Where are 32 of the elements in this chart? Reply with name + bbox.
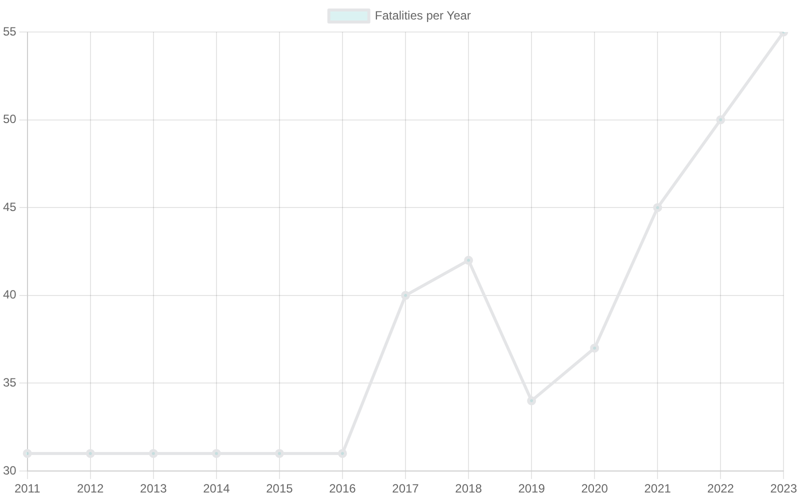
point [338,448,347,458]
point [464,256,474,265]
point [527,396,536,406]
y-tick-label: 30 [2,463,17,478]
x-tick-label: 2022 [707,482,734,496]
x-tick-label: 2020 [581,482,608,496]
x-tick-label: 2018 [455,482,482,496]
point [22,448,32,458]
x-tick-label: 2016 [329,482,356,496]
x-tick-label: 2015 [266,482,294,496]
x-tick-label: 2021 [644,482,672,496]
point [274,448,284,458]
point [590,344,600,353]
y-tick-label: 55 [2,24,17,38]
y-tick-label: 50 [2,112,17,126]
x-tick-label: 2012 [77,482,104,496]
y-tick-label: 35 [2,376,17,390]
y-tick-label: 40 [2,288,17,302]
point [716,115,726,124]
point [212,448,221,458]
x-tick-label: 2017 [392,482,420,496]
x-tick-label: 2023 [770,482,798,496]
x-tick-label: 2013 [140,482,168,496]
x-tick-label: 2014 [203,482,230,496]
y-tick-label: 45 [2,200,17,214]
point [148,448,158,458]
point [653,203,662,212]
point [86,448,95,458]
point [401,290,410,300]
legend-label: Fatalities per Year [374,8,471,22]
x-tick-label: 2019 [518,482,546,496]
x-tick-label: 2011 [14,482,41,496]
